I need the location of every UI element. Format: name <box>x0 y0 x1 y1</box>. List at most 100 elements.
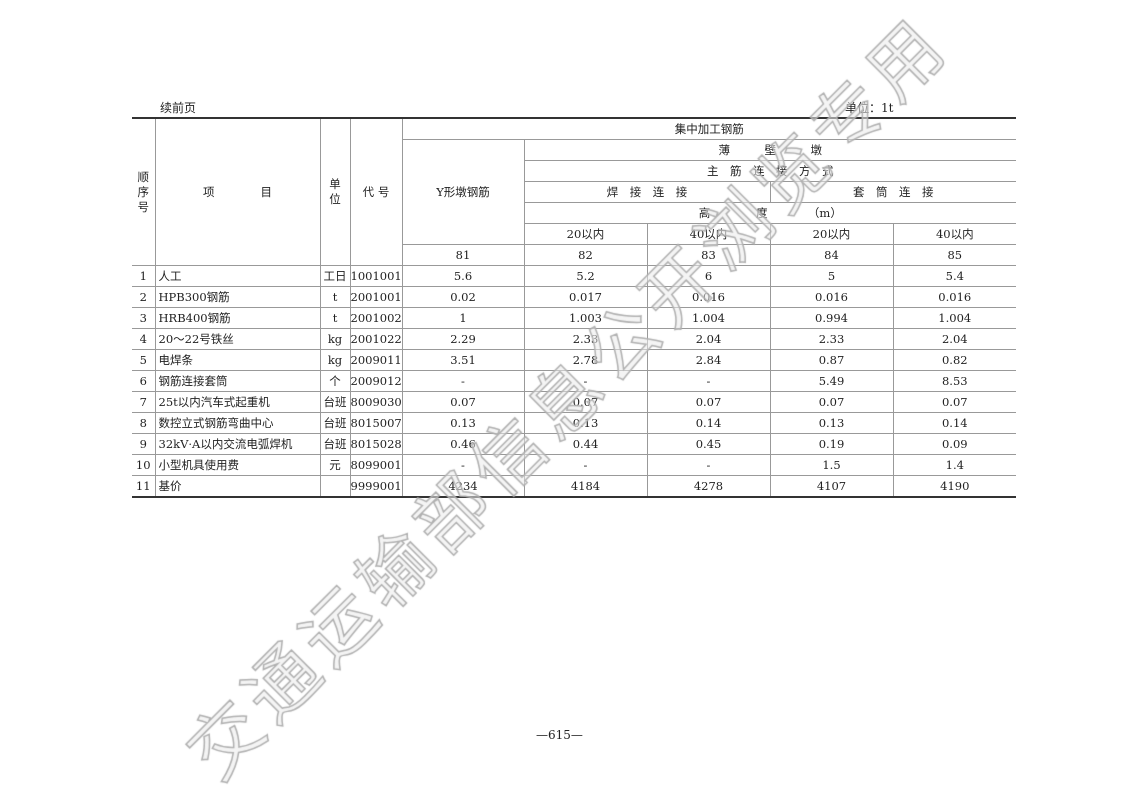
row-value: 0.87 <box>769 349 894 371</box>
row-value: 2.04 <box>892 328 1017 350</box>
row-unit: 台班 <box>319 391 351 413</box>
header-height-range: 40以内 <box>892 223 1017 245</box>
row-item: 20～22号铁丝 <box>154 328 321 350</box>
row-value: 0.07 <box>401 391 525 413</box>
row-value: 0.45 <box>646 433 771 455</box>
header-height-range: 20以内 <box>523 223 648 245</box>
row-unit <box>319 475 351 498</box>
row-item: 25t以内汽车式起重机 <box>154 391 321 413</box>
row-unit: 台班 <box>319 412 351 434</box>
row-number: 2 <box>132 286 156 308</box>
table-row: 6 钢筋连接套筒个 2009012- - -5.49 8.53 <box>132 370 1017 392</box>
table-row: 7 25t以内汽车式起重机 台班 8009030 0.07 0.07 0.07 0.07 0.0… <box>132 391 1017 413</box>
column-number: 81 <box>401 244 525 266</box>
row-unit: kg <box>319 328 351 350</box>
row-item: 基价 <box>154 475 321 498</box>
column-number: 85 <box>892 244 1017 266</box>
row-value: 2.33 <box>523 328 648 350</box>
row-value: 0.19 <box>769 433 894 455</box>
row-value: - <box>401 454 525 476</box>
table-row: 1 人工 工日 1001001 5.6 5.2 6 5 5.4 <box>132 265 1017 287</box>
header-height-range: 40以内 <box>646 223 771 245</box>
row-value: 0.016 <box>646 286 771 308</box>
column-number: 84 <box>769 244 894 266</box>
row-value: 1.004 <box>892 307 1017 329</box>
column-number: 83 <box>646 244 771 266</box>
row-item: 32kV·A以内交流电弧焊机 <box>154 433 321 455</box>
row-value: 5 <box>769 265 894 287</box>
row-value: 2.29 <box>401 328 525 350</box>
row-value: 0.14 <box>646 412 771 434</box>
header-height-range: 20以内 <box>769 223 894 245</box>
row-item: HRB400钢筋 <box>154 307 321 329</box>
row-value: 0.44 <box>523 433 648 455</box>
row-value: 4190 <box>892 475 1017 498</box>
row-value: - <box>523 370 648 392</box>
row-value: 3.51 <box>401 349 525 371</box>
row-value: 0.07 <box>892 391 1017 413</box>
row-number: 8 <box>132 412 156 434</box>
quota-table: 顺序号 项 目 单位 代 号 集中加工钢筋 Y形墩钢筋 薄 壁 墩 主 筋 连 … <box>132 117 1017 498</box>
header-sleeve: 套 筒 连 接 <box>769 181 1017 203</box>
header-method: 主 筋 连 接 方 式 <box>523 160 1017 182</box>
row-unit: 台班 <box>319 433 351 455</box>
row-value: - <box>646 370 771 392</box>
header-unit: 单位 <box>319 117 351 266</box>
row-code: 2009012 <box>349 370 403 392</box>
row-code: 2001001 <box>349 286 403 308</box>
row-value: 5.4 <box>892 265 1017 287</box>
header-seq-text: 顺序号 <box>137 169 150 214</box>
row-value: 0.07 <box>769 391 894 413</box>
row-value: 1 <box>401 307 525 329</box>
table-row: 10 小型机具使用费元 8099001- - -1.5 1.4 <box>132 454 1017 476</box>
header-item: 项 目 <box>154 117 321 266</box>
row-value: 0.46 <box>401 433 525 455</box>
row-unit: 元 <box>319 454 351 476</box>
row-value: 0.09 <box>892 433 1017 455</box>
table-row: 4 20～22号铁丝 kg 2001022 2.29 2.33 2.04 2.33 2.04 <box>132 328 1017 350</box>
row-value: 2.78 <box>523 349 648 371</box>
row-code: 8009030 <box>349 391 403 413</box>
row-code: 8015007 <box>349 412 403 434</box>
row-number: 6 <box>132 370 156 392</box>
header-group: 集中加工钢筋 <box>401 117 1017 140</box>
table-row: 5 电焊条 kg 2009011 3.51 2.78 2.84 0.87 0.82 <box>132 349 1017 371</box>
row-value: 0.13 <box>523 412 648 434</box>
row-item: 电焊条 <box>154 349 321 371</box>
row-code: 1001001 <box>349 265 403 287</box>
row-number: 1 <box>132 265 156 287</box>
row-value: 5.6 <box>401 265 525 287</box>
row-item: HPB300钢筋 <box>154 286 321 308</box>
row-value: 0.13 <box>401 412 525 434</box>
table-row: 8 数控立式钢筋弯曲中心 台班 8015007 0.13 0.13 0.14 0.13 0.14 <box>132 412 1017 434</box>
row-value: 2.04 <box>646 328 771 350</box>
row-value: 0.016 <box>892 286 1017 308</box>
row-number: 9 <box>132 433 156 455</box>
row-code: 2001022 <box>349 328 403 350</box>
row-value: 0.017 <box>523 286 648 308</box>
row-unit: t <box>319 307 351 329</box>
row-number: 4 <box>132 328 156 350</box>
row-unit: kg <box>319 349 351 371</box>
column-number: 82 <box>523 244 648 266</box>
row-value: 1.5 <box>769 454 894 476</box>
row-value: 4107 <box>769 475 894 498</box>
row-value: 8.53 <box>892 370 1017 392</box>
header-y-pier: Y形墩钢筋 <box>401 139 525 245</box>
row-item: 钢筋连接套筒 <box>154 370 321 392</box>
header-code: 代 号 <box>349 117 403 266</box>
header-unit-text: 单位 <box>329 177 341 206</box>
row-value: 1.4 <box>892 454 1017 476</box>
row-item: 数控立式钢筋弯曲中心 <box>154 412 321 434</box>
row-value: 4234 <box>401 475 525 498</box>
row-unit: 个 <box>319 370 351 392</box>
row-value: 6 <box>646 265 771 287</box>
table-row: 9 32kV·A以内交流电弧焊机 台班 8015028 0.46 0.44 0.45 0.19… <box>132 433 1017 455</box>
header-seq: 顺序号 <box>132 117 156 266</box>
table-row: 11 基价 9999001 4234 4184 4278 4107 4190 <box>132 475 1017 498</box>
row-value: 5.2 <box>523 265 648 287</box>
table-row: 2 HPB300钢筋 t 2001001 0.02 0.017 0.016 0.016 0.01… <box>132 286 1017 308</box>
row-value: - <box>646 454 771 476</box>
row-value: 2.33 <box>769 328 894 350</box>
row-code: 2001002 <box>349 307 403 329</box>
